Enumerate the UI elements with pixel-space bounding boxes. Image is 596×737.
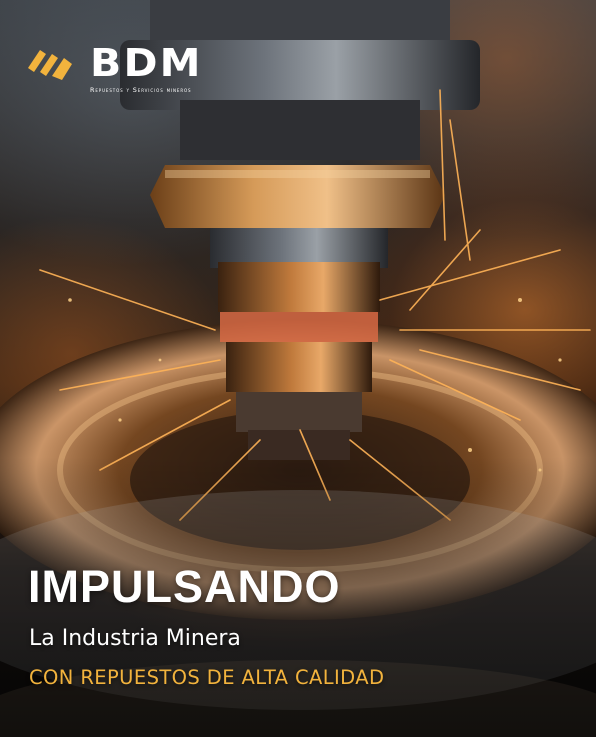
hero-title: IMPULSANDO [28, 561, 341, 612]
hero-tagline: CON REPUESTOS DE ALTA CALIDAD [29, 666, 385, 689]
brand-subtitle: Repuestos y Servicios mineros [90, 86, 192, 94]
bottom-gradient-overlay [0, 457, 596, 737]
hero-subtitle: La Industria Minera [29, 626, 241, 651]
brand-logo[interactable]: BDM Repuestos y Servicios mineros [28, 44, 201, 94]
chevron-stripes-logo-icon [28, 50, 72, 80]
brand-name: BDM [90, 41, 203, 85]
